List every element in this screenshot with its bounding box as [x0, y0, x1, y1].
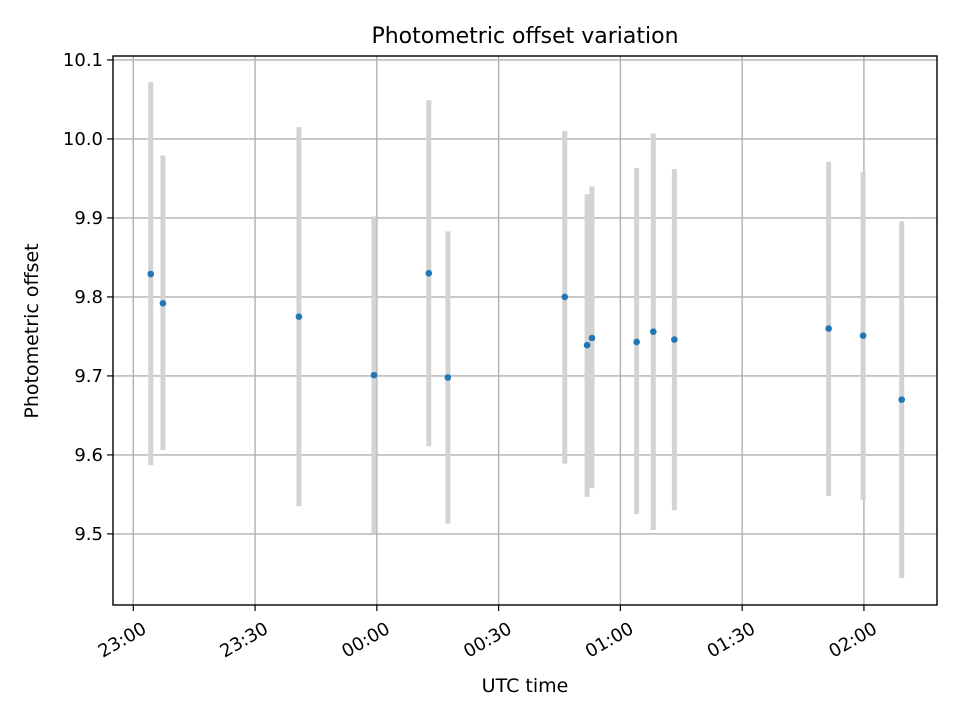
data-point	[444, 374, 452, 381]
data-point	[898, 396, 905, 403]
data-point	[295, 313, 303, 320]
chart-title: Photometric offset variation	[371, 24, 678, 49]
x-axis-label: UTC time	[482, 675, 569, 697]
data-point	[583, 341, 591, 349]
y-tick-label: 9.6	[74, 445, 103, 466]
y-tick-label: 10.1	[63, 50, 103, 71]
y-tick-label: 9.9	[74, 208, 103, 229]
y-tick-label: 10.0	[63, 129, 103, 150]
y-tick-label: 9.7	[74, 366, 103, 387]
data-point	[561, 293, 569, 301]
data-point	[859, 332, 867, 339]
data-point	[633, 338, 640, 346]
data-point	[671, 336, 678, 343]
data-point	[825, 325, 832, 332]
y-axis-label: Photometric offset	[21, 243, 43, 418]
plot-frame	[112, 55, 938, 606]
data-point	[588, 334, 596, 342]
y-tick-label: 9.5	[74, 524, 103, 545]
data-point	[370, 371, 378, 379]
data-point	[425, 269, 433, 277]
y-tick-label: 9.8	[74, 287, 103, 308]
y-axis-ticks: 9.5 9.6 9.7 9.8 9.9 10.0 10.1	[63, 50, 113, 545]
data-point	[649, 328, 657, 335]
data-point	[147, 270, 155, 278]
data-points	[147, 269, 905, 403]
data-point	[159, 299, 167, 307]
grid	[113, 56, 937, 605]
